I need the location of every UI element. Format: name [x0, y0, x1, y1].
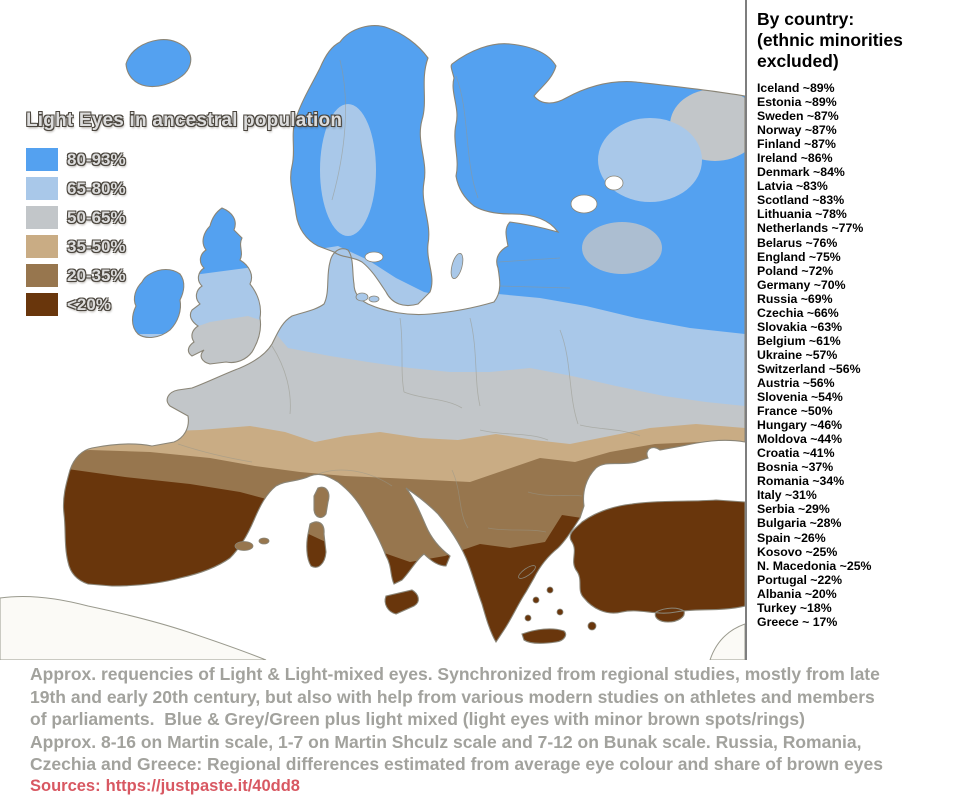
region-patch-scandinavia — [320, 104, 376, 236]
island-mallorca — [234, 541, 254, 551]
legend-item-label: 35-50% — [67, 236, 126, 256]
legend-color-swatch — [26, 264, 58, 287]
island-aegean-2 — [546, 586, 554, 594]
map-color-regions — [63, 25, 745, 644]
region-patch-russia-2 — [582, 222, 662, 274]
island-gotland — [450, 252, 464, 280]
country-panel-subtitle: (ethnic minorities excluded) — [757, 30, 903, 71]
country-row: Latvia ~83% — [757, 179, 828, 194]
country-row: Bosnia ~37% — [757, 460, 834, 475]
island-danish-2 — [368, 295, 380, 303]
country-row: Turkey ~18% — [757, 600, 832, 615]
legend-item: 80-93% — [26, 145, 356, 174]
caption-line: Czechia and Greece: Regional differences… — [30, 754, 883, 774]
neighbour-coasts — [0, 595, 745, 660]
legend-item: 65-80% — [26, 174, 356, 203]
country-row: England ~75% — [757, 249, 841, 264]
sources-label: Sources: — [30, 777, 101, 795]
country-row: N. Macedonia ~25% — [757, 558, 872, 573]
country-row: Hungary ~46% — [757, 418, 843, 433]
country-row: Ireland ~86% — [757, 151, 833, 166]
country-row: Albania ~20% — [757, 586, 837, 601]
island-euboea — [518, 565, 536, 579]
country-row: Germany ~70% — [757, 277, 846, 292]
country-row: Iceland ~89% — [757, 81, 835, 95]
legend-title: Light Eyes in ancestral population — [26, 110, 343, 131]
country-row: Finland ~87% — [757, 137, 836, 152]
island-aegean-4 — [524, 614, 532, 622]
europe-map-area: Light Eyes in ancestral population 80-93… — [0, 25, 745, 660]
legend-color-swatch — [26, 148, 58, 171]
country-row: France ~50% — [757, 404, 833, 419]
country-row: Serbia ~29% — [757, 502, 830, 517]
country-row: Portugal ~22% — [757, 572, 843, 587]
legend-color-swatch — [26, 206, 58, 229]
caption-line: Approx. 8-16 on Martin scale, 1-7 on Mar… — [30, 731, 862, 752]
island-rhodes — [587, 621, 597, 631]
lake — [364, 251, 384, 263]
country-row: Sweden ~87% — [757, 109, 839, 124]
country-row: Switzerland ~56% — [757, 361, 861, 376]
legend-item: 20-35% — [26, 261, 356, 290]
island-aegean-3 — [556, 608, 564, 616]
legend-color-swatch — [26, 235, 58, 258]
country-row: Slovakia ~63% — [757, 319, 843, 334]
country-row: Ukraine ~57% — [757, 347, 838, 362]
country-row: Austria ~56% — [757, 375, 835, 390]
levant-coast — [709, 623, 745, 660]
country-row: Poland ~72% — [757, 263, 834, 278]
caption-line: Approx. requencies of Light & Light-mixe… — [30, 664, 880, 684]
country-list: Iceland ~89% Estonia ~89% Sweden ~87% Norwa… — [757, 81, 969, 629]
small-islands — [234, 252, 597, 631]
sources-line: Sources: https://justpaste.it/40dd8 — [30, 777, 300, 796]
island-menorca — [258, 537, 270, 545]
caption-line: of parliaments. Blue & Grey/Green plus l… — [30, 709, 805, 729]
country-row: Netherlands ~77% — [757, 221, 864, 236]
legend: Light Eyes in ancestral population 80-93… — [26, 110, 356, 319]
island-danish-1 — [355, 292, 369, 302]
legend-item-label: 80-93% — [67, 149, 126, 169]
country-row: Bulgaria ~28% — [757, 516, 842, 531]
country-row: Spain ~26% — [757, 530, 826, 545]
country-row: Italy ~31% — [757, 488, 817, 503]
country-row: Greece ~ 17% — [757, 614, 838, 629]
legend-color-swatch — [26, 293, 58, 316]
country-row: Moldova ~44% — [757, 432, 843, 447]
legend-color-swatch — [26, 177, 58, 200]
lake — [604, 175, 624, 191]
caption-line: 19th and early 20th century, but also wi… — [30, 686, 875, 707]
legend-item: 35-50% — [26, 232, 356, 261]
country-row: Scotland ~83% — [757, 193, 845, 208]
country-row: Lithuania ~78% — [757, 207, 847, 222]
europe-choropleth-map — [0, 25, 745, 660]
region-patch-russia-1 — [598, 118, 702, 202]
country-row: Belarus ~76% — [757, 235, 838, 250]
legend-item-label: 65-80% — [67, 178, 126, 198]
country-row: Denmark ~84% — [757, 165, 845, 180]
country-row: Croatia ~41% — [757, 446, 835, 461]
country-panel: By country: (ethnic minorities excluded)… — [745, 0, 971, 660]
country-row: Czechia ~66% — [757, 305, 839, 320]
country-row: Romania ~34% — [757, 474, 845, 489]
country-row: Slovenia ~54% — [757, 390, 843, 405]
legend-item-label: <20% — [67, 294, 111, 314]
legend-item: <20% — [26, 290, 356, 319]
country-row: Estonia ~89% — [757, 95, 837, 110]
country-row: Norway ~87% — [757, 123, 837, 138]
lake — [570, 194, 598, 214]
north-africa-coast — [0, 595, 267, 660]
country-row: Russia ~69% — [757, 291, 833, 306]
country-row: Kosovo ~25% — [757, 544, 838, 559]
legend-item-label: 20-35% — [67, 265, 126, 285]
legend-rows: 80-93% 65-80% 50-65% 35-50% 20-35% <20% — [26, 145, 356, 319]
country-panel-title: By country: — [757, 9, 855, 29]
sources-url[interactable]: https://justpaste.it/40dd8 — [105, 777, 300, 795]
country-row: Belgium ~61% — [757, 333, 841, 348]
island-aegean-1 — [532, 596, 540, 604]
lakes — [364, 175, 624, 263]
legend-item: 50-65% — [26, 203, 356, 232]
caption: Approx. requencies of Light & Light-mixe… — [30, 663, 971, 776]
legend-item-label: 50-65% — [67, 207, 126, 227]
